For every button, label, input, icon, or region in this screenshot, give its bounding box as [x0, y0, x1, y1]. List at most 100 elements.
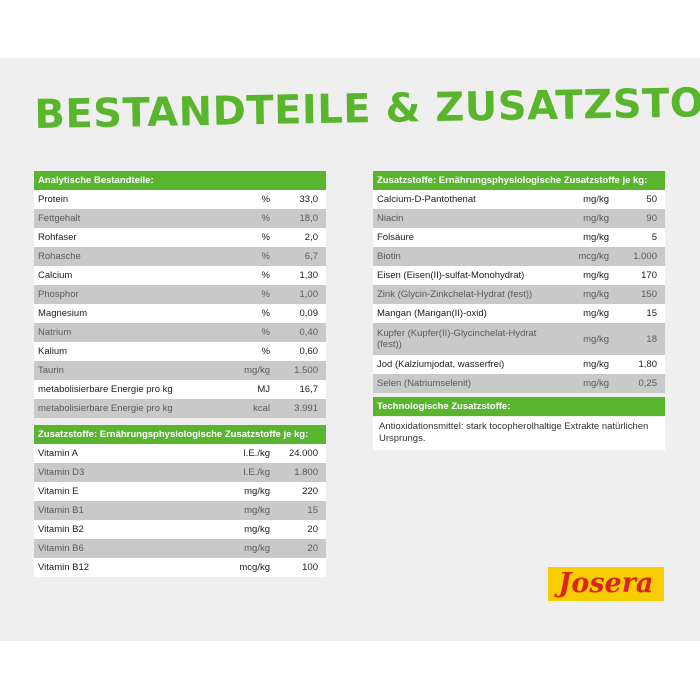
cell-name: Vitamin B1 — [34, 501, 214, 520]
cell-unit: mg/kg — [558, 209, 613, 228]
cell-value: 20 — [274, 539, 326, 558]
table-row: Biotin mcg/kg 1.000 — [373, 247, 665, 266]
technological-table: Technologische Zusatzstoffe: — [373, 397, 665, 416]
table-row: Kalium% 0,60 — [34, 342, 326, 361]
cell-unit: mg/kg — [214, 520, 274, 539]
cell-value: 33,0 — [274, 190, 326, 209]
cell-value: 1,80 — [613, 355, 665, 374]
table-row: Vitamin B1 mg/kg 15 — [34, 501, 326, 520]
cell-name: Vitamin A — [34, 444, 214, 463]
cell-unit: I.E./kg — [214, 444, 274, 463]
cell-name: Niacin — [373, 209, 558, 228]
cell-unit: mg/kg — [558, 228, 613, 247]
cell-value: 18 — [613, 323, 665, 355]
cell-unit: mcg/kg — [558, 247, 613, 266]
cell-unit: mg/kg — [558, 304, 613, 323]
cell-name: Mangan (Mangan(II)-oxid) — [373, 304, 558, 323]
cell-name: metabolisierbare Energie pro kg — [34, 380, 214, 399]
cell-value: 3.991 — [274, 399, 326, 418]
cell-name: metabolisierbare Energie pro kg — [34, 399, 214, 418]
cell-value: 15 — [613, 304, 665, 323]
cell-unit: % — [214, 247, 274, 266]
cell-unit: mg/kg — [214, 361, 274, 380]
cell-unit: kcal — [214, 399, 274, 418]
cell-name: Vitamin B2 — [34, 520, 214, 539]
cell-unit: mg/kg — [214, 539, 274, 558]
table-row: Calcium% 1,30 — [34, 266, 326, 285]
table-row: Magnesium% 0,09 — [34, 304, 326, 323]
cell-unit: % — [214, 266, 274, 285]
table-row: Niacin mg/kg 90 — [373, 209, 665, 228]
cell-value: 100 — [274, 558, 326, 577]
cell-value: 6,7 — [274, 247, 326, 266]
cell-value: 170 — [613, 266, 665, 285]
cell-name: Zink (Glycin-Zinkchelat-Hydrat (fest)) — [373, 285, 558, 304]
cell-unit: % — [214, 342, 274, 361]
table-row: metabolisierbare Energie pro kg MJ 16,7 — [34, 380, 326, 399]
cell-value: 50 — [613, 190, 665, 209]
cell-unit: mcg/kg — [214, 558, 274, 577]
cell-value: 15 — [274, 501, 326, 520]
technological-text: Antioxidationsmittel: stark tocopherolha… — [373, 417, 665, 450]
logo-text: Josera — [558, 568, 654, 599]
table-row: Calcium-D-Pantothenat mg/kg 50 — [373, 190, 665, 209]
table-row: Taurin mg/kg 1.500 — [34, 361, 326, 380]
cell-value: 1,30 — [274, 266, 326, 285]
technological-header: Technologische Zusatzstoffe: — [373, 397, 665, 416]
cell-value: 24.000 — [274, 444, 326, 463]
cell-name: Calcium-D-Pantothenat — [373, 190, 558, 209]
table-row: Mangan (Mangan(II)-oxid) mg/kg 15 — [373, 304, 665, 323]
cell-name: Phosphor — [34, 285, 214, 304]
cell-unit: % — [214, 304, 274, 323]
table-row: Vitamin B2 mg/kg 20 — [34, 520, 326, 539]
vitamins-header: Zusatzstoffe: Ernährungsphysiologische Z… — [34, 425, 326, 444]
cell-value: 220 — [274, 482, 326, 501]
table-row: Vitamin A I.E./kg 24.000 — [34, 444, 326, 463]
cell-value: 2,0 — [274, 228, 326, 247]
cell-name: Vitamin E — [34, 482, 214, 501]
cell-value: 0,40 — [274, 323, 326, 342]
cell-name: Protein — [34, 190, 214, 209]
cell-name: Jod (Kalziumjodat, wasserfrei) — [373, 355, 558, 374]
cell-value: 0,25 — [613, 374, 665, 393]
table-row: Selen (Natriumselenit) mg/kg 0,25 — [373, 374, 665, 393]
cell-unit: % — [214, 209, 274, 228]
cell-value: 1.800 — [274, 463, 326, 482]
cell-name: Biotin — [373, 247, 558, 266]
cell-name: Eisen (Eisen(II)-sulfat-Monohydrat) — [373, 266, 558, 285]
analytic-table: Analytische Bestandteile: Protein% 33,0 Fe… — [34, 171, 326, 418]
cell-name: Kupfer (Kupfer(II)-Glycinchelat-Hydrat (… — [373, 323, 558, 355]
cell-unit: % — [214, 190, 274, 209]
table-row: Natrium% 0,40 — [34, 323, 326, 342]
table-row: Jod (Kalziumjodat, wasserfrei) mg/kg 1,80 — [373, 355, 665, 374]
vitamins-table: Zusatzstoffe: Ernährungsphysiologische Z… — [34, 425, 326, 577]
cell-name: Rohasche — [34, 247, 214, 266]
cell-unit: mg/kg — [558, 285, 613, 304]
table-row: Vitamin D3 I.E./kg 1.800 — [34, 463, 326, 482]
cell-value: 0,60 — [274, 342, 326, 361]
cell-name: Rohfaser — [34, 228, 214, 247]
cell-value: 1.500 — [274, 361, 326, 380]
table-row: Vitamin B12 mcg/kg 100 — [34, 558, 326, 577]
cell-unit: mg/kg — [558, 374, 613, 393]
cell-value: 20 — [274, 520, 326, 539]
cell-unit: % — [214, 285, 274, 304]
table-row: Rohasche% 6,7 — [34, 247, 326, 266]
cell-unit: mg/kg — [558, 355, 613, 374]
cell-unit: I.E./kg — [214, 463, 274, 482]
cell-name: Folsäure — [373, 228, 558, 247]
cell-name: Kalium — [34, 342, 214, 361]
cell-unit: mg/kg — [558, 266, 613, 285]
cell-name: Calcium — [34, 266, 214, 285]
table-row: Folsäure mg/kg 5 — [373, 228, 665, 247]
cell-value: 5 — [613, 228, 665, 247]
cell-unit: mg/kg — [214, 501, 274, 520]
cell-unit: % — [214, 323, 274, 342]
cell-value: 0,09 — [274, 304, 326, 323]
cell-value: 1.000 — [613, 247, 665, 266]
josera-logo: Josera — [548, 567, 664, 601]
cell-value: 18,0 — [274, 209, 326, 228]
cell-unit: % — [214, 228, 274, 247]
table-row: Vitamin B6 mg/kg 20 — [34, 539, 326, 558]
cell-name: Fettgehalt — [34, 209, 214, 228]
